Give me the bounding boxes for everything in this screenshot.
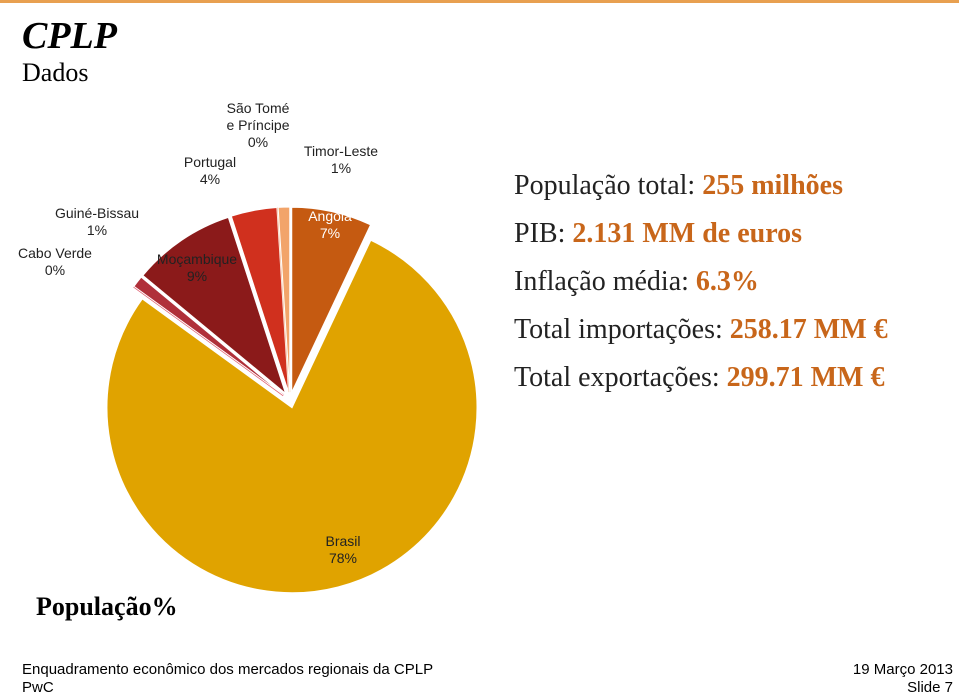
slice-label: Angola 7% [275, 208, 385, 242]
stat-label: População total: [514, 170, 696, 201]
slice-value: 0% [247, 134, 269, 150]
stat-value: 255 milhões [702, 170, 843, 201]
slice-label: Cabo Verde 0% [0, 245, 110, 279]
slice-name: Timor-Leste [303, 143, 379, 159]
pie-slice [277, 206, 291, 393]
pie-slice [142, 216, 287, 395]
stat-line: Total exportações: 299.71 MM € [514, 362, 884, 394]
slice-value: 7% [319, 225, 341, 241]
slice-label: Brasil 78% [288, 533, 398, 567]
slice-label: São Tomé e Príncipe 0% [203, 100, 313, 151]
pie-slice [106, 239, 478, 594]
slice-label: Moçambique 9% [142, 251, 252, 285]
stat-value: 2.131 MM de euros [572, 218, 803, 249]
footer-date: 19 Março 2013 [852, 661, 953, 678]
top-rule [0, 0, 959, 3]
stat-line: Total importações: 258.17 MM € [514, 314, 888, 346]
chart-title: População% [36, 592, 178, 621]
stat-value: 6.3% [695, 266, 759, 297]
stat-line: População total: 255 milhões [514, 170, 843, 202]
slice-value: 4% [199, 171, 221, 187]
pie-slice [230, 206, 290, 393]
slice-value: 1% [86, 222, 108, 238]
slice-value: 78% [328, 550, 358, 566]
title: CPLP [22, 15, 117, 57]
slice-label: Timor-Leste 1% [286, 143, 396, 177]
footer-text: Enquadramento econômico dos mercados reg… [22, 661, 434, 678]
stat-label: PIB: [514, 218, 566, 249]
slice-name: Brasil [325, 533, 361, 549]
stat-label: Total importações: [514, 314, 723, 345]
stat-line: PIB: 2.131 MM de euros [514, 218, 802, 250]
slice-value: 9% [186, 268, 208, 284]
slice-value: 1% [330, 160, 352, 176]
footer-text: PwC [22, 679, 54, 696]
slice-name: Angola [308, 208, 352, 224]
stat-value: 299.71 MM € [726, 362, 885, 393]
stat-label: Total exportações: [514, 362, 720, 393]
pie-slice [133, 276, 284, 396]
stat-value: 258.17 MM € [729, 314, 888, 345]
slice-label: Guiné-Bissau 1% [42, 205, 152, 239]
stat-label: Inflação média: [514, 266, 689, 297]
slice-name: Cabo Verde [18, 245, 92, 261]
subtitle: Dados [22, 58, 89, 87]
slice-label: Portugal 4% [155, 154, 265, 188]
slice-name: Guiné-Bissau [54, 205, 140, 221]
slice-name: Portugal [183, 154, 237, 170]
slice-name: Moçambique [156, 251, 238, 267]
pie-slice [291, 206, 372, 393]
slice-value: 0% [44, 262, 66, 278]
stat-line: Inflação média: 6.3% [514, 266, 759, 298]
slice-name: São Tomé e Príncipe [226, 100, 290, 133]
footer-slide: Slide 7 [907, 679, 953, 696]
